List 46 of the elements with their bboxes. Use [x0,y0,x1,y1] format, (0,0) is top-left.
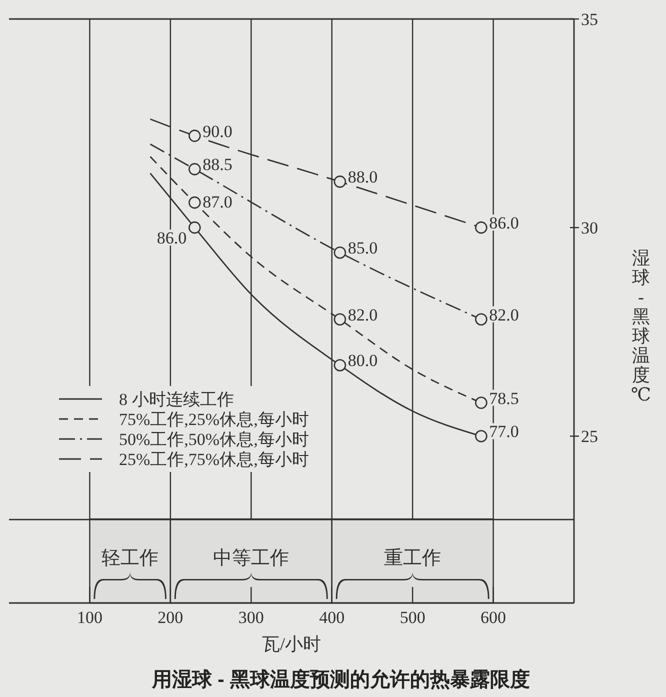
legend-label: 8 小时连续工作 [119,390,234,409]
band-label: 中等工作 [213,548,290,569]
annotation: 86.0 [489,214,519,233]
legend-label: 25%工作,75%休息,每小时 [119,450,309,469]
x-axis-title: 瓦/小时 [262,634,322,654]
point [334,359,346,372]
annotation: 88.5 [202,155,232,174]
point [334,313,346,326]
annotation: 85.0 [348,238,378,258]
point [188,163,201,176]
band: 中等工作 [170,518,332,604]
point [475,396,488,409]
legend-label: 75%工作,25%休息,每小时 [119,410,309,429]
point [475,313,488,326]
annotation: 90.0 [202,122,232,141]
x-tick-label: 200 [158,608,184,627]
annotation: 88.0 [348,168,378,187]
band: 轻工作 [89,518,172,604]
y-tick-label: 25 [581,427,598,446]
x-tick-label: 400 [319,608,345,627]
point [334,176,346,188]
point [475,430,488,442]
annotation: 80.0 [348,351,378,370]
x-tick-label: 600 [480,608,506,627]
legend-label: 50%工作,50%休息,每小时 [119,430,309,449]
band-label: 重工作 [384,548,442,569]
band: 重工作 [331,518,494,604]
band-label: 轻工作 [102,548,159,569]
point [188,130,201,142]
x-tick-label: 100 [76,608,102,627]
annotation: 82.0 [489,305,519,324]
x-tick-label: 300 [238,608,264,627]
annotation: 77.0 [489,422,519,442]
y-axis-title: 湿球-黑球温度℃ [630,248,652,404]
annotation: 86.0 [156,228,187,248]
x-tick-label: 500 [400,608,426,627]
point [475,221,488,234]
text: 用湿球 - 黑球温度预测的允许的热暴露限度 [151,668,530,691]
point [188,221,201,234]
point [188,196,201,209]
annotation: 82.0 [348,305,378,324]
y-tick-label: 35 [581,10,598,29]
annotation: 78.5 [489,388,519,408]
y-tick-label: 30 [581,218,598,238]
annotation: 87.0 [202,192,232,212]
point [334,246,346,259]
